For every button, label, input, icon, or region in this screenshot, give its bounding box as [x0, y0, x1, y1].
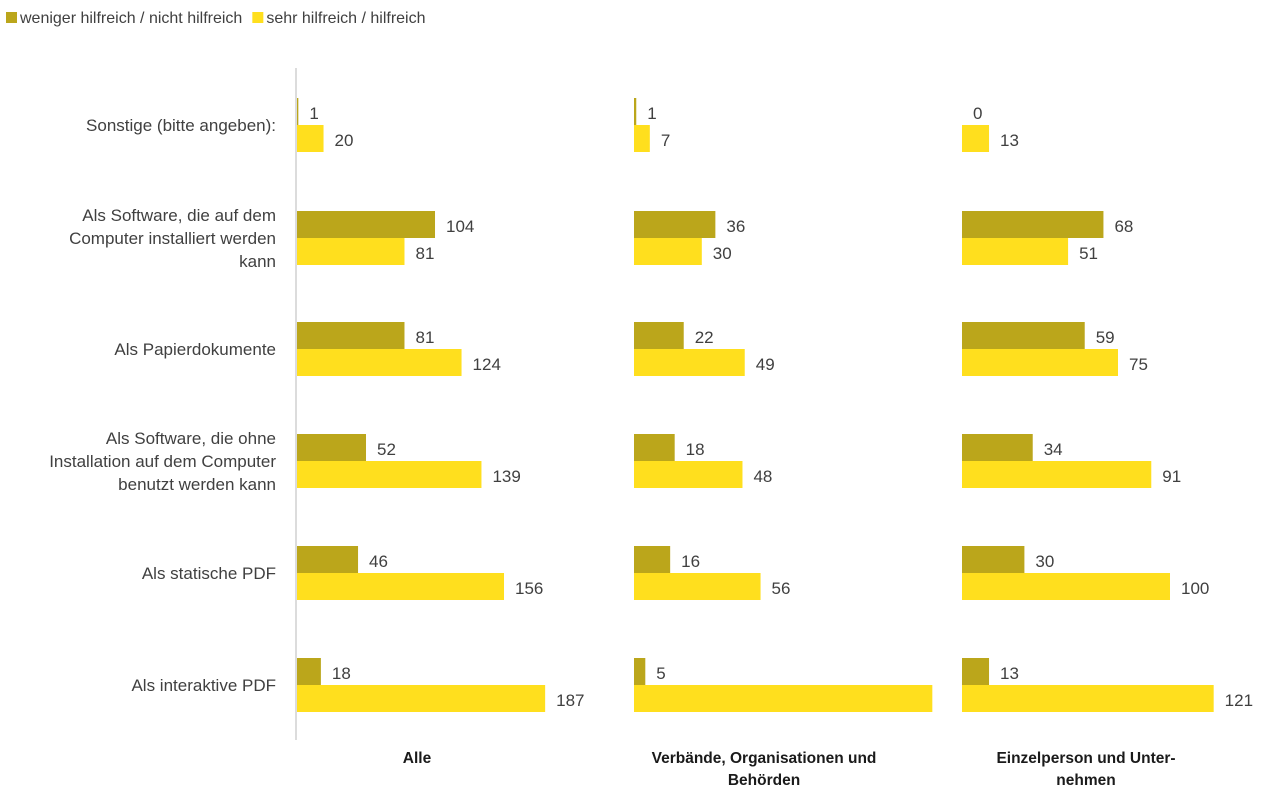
bar-p0-s1-r0	[297, 125, 324, 152]
bar-p0-s0-r0	[297, 98, 299, 125]
value-label: 18	[686, 440, 705, 459]
value-label: 81	[415, 328, 434, 347]
value-label: 187	[556, 691, 584, 710]
bar-p0-s1-r4	[297, 573, 505, 600]
value-label: 51	[1079, 244, 1098, 263]
value-label: 0	[973, 104, 982, 123]
value-label: 124	[473, 355, 501, 374]
category-label: Als statische PDF	[142, 564, 276, 583]
panel-title: nehmen	[1056, 772, 1115, 789]
value-label: 7	[661, 131, 670, 150]
value-label: 156	[515, 579, 543, 598]
value-label: 68	[1114, 217, 1133, 236]
value-label: 13	[1000, 131, 1019, 150]
bar-p1-s1-r1	[634, 238, 702, 265]
value-label: 56	[772, 579, 791, 598]
value-label: 46	[369, 552, 388, 571]
bar-p2-s1-r1	[962, 238, 1069, 265]
value-label: 1	[647, 104, 656, 123]
category-label: kann	[239, 252, 276, 271]
category-label: Als Software, die ohne	[106, 429, 276, 448]
value-label: 48	[753, 467, 772, 486]
bar-p1-s0-r0	[634, 98, 637, 125]
value-label: 16	[681, 552, 700, 571]
bar-p2-s0-r4	[962, 546, 1025, 573]
category-label: Als Software, die auf dem	[82, 206, 276, 225]
legend-label-sehr: sehr hilfreich / hilfreich	[266, 10, 425, 27]
bar-p1-s1-r3	[634, 461, 743, 488]
panel-title: Behörden	[728, 772, 800, 789]
value-label: 30	[713, 244, 732, 263]
value-label: 30	[1035, 552, 1054, 571]
bar-p2-s1-r2	[962, 349, 1118, 376]
bar-p1-s0-r4	[634, 546, 671, 573]
legend-swatch-sehr	[252, 12, 264, 23]
bar-p0-s1-r1	[297, 238, 405, 265]
value-label: 104	[446, 217, 474, 236]
value-label: 20	[335, 131, 354, 150]
bar-p0-s0-r3	[297, 434, 367, 461]
bar-p1-s1-r5	[634, 685, 933, 712]
panel-title: Verbände, Organisationen und	[652, 750, 877, 767]
bar-p2-s1-r4	[962, 573, 1170, 600]
category-label: Als interaktive PDF	[131, 676, 276, 695]
category-labels: Sonstige (bitte angeben): Als Software, d…	[49, 116, 276, 695]
legend-label-weniger: weniger hilfreich / nicht hilfreich	[19, 10, 242, 27]
bar-p1-s0-r2	[634, 322, 684, 349]
category-label: Sonstige (bitte angeben):	[86, 116, 276, 135]
bar-p2-s0-r3	[962, 434, 1033, 461]
panel-title: Einzelperson und Unter-	[996, 750, 1175, 767]
bar-p0-s0-r1	[297, 211, 436, 238]
bar-p2-s0-r5	[962, 658, 990, 685]
bar-p0-s1-r3	[297, 461, 482, 488]
bar-p2-s0-r1	[962, 211, 1104, 238]
value-label: 91	[1162, 467, 1181, 486]
value-label: 49	[756, 355, 775, 374]
value-label: 18	[332, 664, 351, 683]
value-label: 1	[309, 104, 318, 123]
bar-p1-s0-r3	[634, 434, 675, 461]
value-label: 13	[1000, 664, 1019, 683]
panel-titles: Alle Verbände, Organisationen und Behörden…	[403, 750, 1176, 789]
bar-p1-s0-r5	[634, 658, 646, 685]
bar-p2-s1-r0	[962, 125, 990, 152]
value-label: 75	[1129, 355, 1148, 374]
bar-p0-s1-r5	[297, 685, 546, 712]
value-label: 36	[726, 217, 745, 236]
panel-title: Alle	[403, 750, 432, 767]
bar-p0-s0-r4	[297, 546, 359, 573]
bar-p0-s1-r2	[297, 349, 462, 376]
bars: 1104815246182081124139156187136221816573…	[297, 98, 1253, 712]
legend-swatch-weniger	[6, 12, 17, 23]
bar-p1-s1-r2	[634, 349, 745, 376]
bar-p2-s1-r3	[962, 461, 1152, 488]
value-label: 121	[1225, 691, 1253, 710]
bar-p0-s0-r5	[297, 658, 321, 685]
bar-p2-s0-r2	[962, 322, 1085, 349]
bar-p0-s0-r2	[297, 322, 405, 349]
bar-p1-s1-r0	[634, 125, 650, 152]
category-label: Installation auf dem Computer	[49, 452, 276, 471]
value-label: 59	[1096, 328, 1115, 347]
legend: weniger hilfreich / nicht hilfreich sehr …	[6, 10, 426, 27]
value-label: 100	[1181, 579, 1209, 598]
value-label: 139	[492, 467, 520, 486]
bar-p2-s1-r5	[962, 685, 1214, 712]
category-label: Als Papierdokumente	[114, 340, 276, 359]
value-label: 5	[656, 664, 665, 683]
bar-p1-s0-r1	[634, 211, 716, 238]
value-label: 22	[695, 328, 714, 347]
value-label: 81	[415, 244, 434, 263]
category-label: Computer installiert werden	[69, 229, 276, 248]
category-label: benutzt werden kann	[118, 475, 276, 494]
value-label: 34	[1044, 440, 1063, 459]
bar-p1-s1-r4	[634, 573, 761, 600]
value-label: 52	[377, 440, 396, 459]
